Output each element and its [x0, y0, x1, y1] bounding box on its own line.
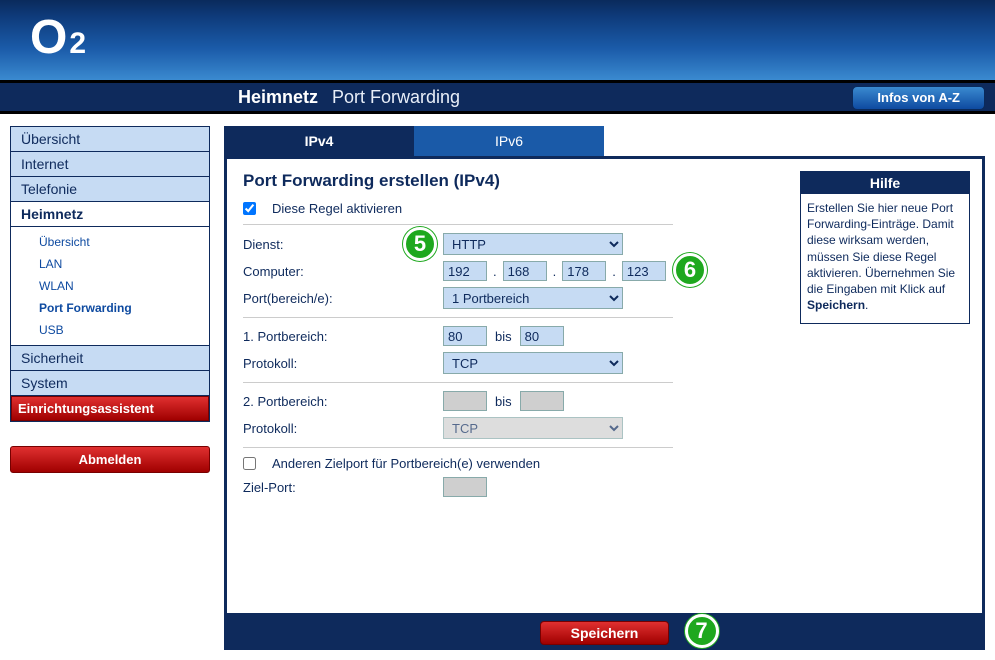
- separator: [243, 317, 673, 318]
- ip-octet-2[interactable]: [503, 261, 547, 281]
- range2-label: 2. Portbereich:: [243, 394, 443, 409]
- row-range2: 2. Portbereich: bis: [243, 391, 966, 411]
- form-panel: Port Forwarding erstellen (IPv4) Diese R…: [224, 156, 985, 616]
- bis-label-2: bis: [495, 394, 512, 409]
- subnav-uebersicht[interactable]: Übersicht: [39, 231, 209, 253]
- tab-ipv4[interactable]: IPv4: [224, 126, 414, 156]
- activate-checkbox[interactable]: [243, 202, 256, 215]
- help-text-after: .: [865, 298, 868, 312]
- section-title: Heimnetz: [238, 87, 318, 108]
- help-title: Hilfe: [801, 172, 969, 194]
- subnav-usb[interactable]: USB: [39, 319, 209, 341]
- proto2-label: Protokoll:: [243, 421, 443, 436]
- header: O2: [0, 0, 995, 80]
- sidebar-item-telefonie[interactable]: Telefonie: [11, 177, 209, 202]
- layout: Übersicht Internet Telefonie Heimnetz Üb…: [0, 114, 995, 660]
- nav-sub: Übersicht LAN WLAN Port Forwarding USB: [11, 227, 209, 346]
- row-targetport: Ziel-Port:: [243, 477, 966, 497]
- targetport-label: Ziel-Port:: [243, 480, 443, 495]
- callout-badge-7: 7: [685, 614, 719, 648]
- row-altport: Anderen Zielport für Portbereich(e) verw…: [243, 456, 966, 471]
- separator: [243, 447, 673, 448]
- callout-badge-6: 6: [673, 253, 707, 287]
- main: IPv4 IPv6 Port Forwarding erstellen (IPv…: [224, 126, 985, 650]
- brand-o: O: [30, 10, 67, 65]
- ip-octet-4[interactable]: [622, 261, 666, 281]
- tabs: IPv4 IPv6: [224, 126, 985, 156]
- service-select[interactable]: HTTP: [443, 233, 623, 255]
- page-title: Port Forwarding: [332, 87, 460, 108]
- separator: [243, 382, 673, 383]
- logout-button[interactable]: Abmelden: [10, 446, 210, 473]
- separator: [243, 224, 673, 225]
- ip-dot: .: [612, 264, 616, 279]
- sidebar-item-heimnetz[interactable]: Heimnetz: [11, 202, 209, 227]
- help-bold: Speichern: [807, 298, 865, 312]
- range1-label: 1. Portbereich:: [243, 329, 443, 344]
- footer-bar: Speichern 7: [224, 616, 985, 650]
- subnav-port-forwarding[interactable]: Port Forwarding: [39, 297, 209, 319]
- callout-badge-5: 5: [403, 227, 437, 261]
- nav: Übersicht Internet Telefonie Heimnetz Üb…: [10, 126, 210, 422]
- computer-label: Computer:: [243, 264, 443, 279]
- brand-sub: 2: [69, 27, 86, 61]
- ip-dot: .: [553, 264, 557, 279]
- proto2-select: TCP: [443, 417, 623, 439]
- sidebar-item-sicherheit[interactable]: Sicherheit: [11, 346, 209, 371]
- altport-checkbox[interactable]: [243, 457, 256, 470]
- ip-octet-1[interactable]: [443, 261, 487, 281]
- setup-wizard-button[interactable]: Einrichtungsassistent: [11, 396, 209, 421]
- row-proto1: Protokoll: TCP: [243, 352, 966, 374]
- help-body: Erstellen Sie hier neue Port Forwarding-…: [801, 194, 969, 323]
- subnav-wlan[interactable]: WLAN: [39, 275, 209, 297]
- help-text-before: Erstellen Sie hier neue Port Forwarding-…: [807, 201, 955, 296]
- brand-logo: O2: [30, 10, 86, 65]
- altport-label: Anderen Zielport für Portbereich(e) verw…: [272, 456, 540, 471]
- tab-ipv6[interactable]: IPv6: [414, 126, 604, 156]
- row-proto2: Protokoll: TCP: [243, 417, 966, 439]
- portrange-label: Port(bereich/e):: [243, 291, 443, 306]
- bis-label: bis: [495, 329, 512, 344]
- range1-from[interactable]: [443, 326, 487, 346]
- help-box: Hilfe Erstellen Sie hier neue Port Forwa…: [800, 171, 970, 324]
- ip-dot: .: [493, 264, 497, 279]
- sidebar-item-internet[interactable]: Internet: [11, 152, 209, 177]
- save-button[interactable]: Speichern: [540, 621, 670, 645]
- subnav-lan[interactable]: LAN: [39, 253, 209, 275]
- range2-to: [520, 391, 564, 411]
- row-range1: 1. Portbereich: bis: [243, 326, 966, 346]
- range2-from: [443, 391, 487, 411]
- range1-to[interactable]: [520, 326, 564, 346]
- sidebar-item-uebersicht[interactable]: Übersicht: [11, 127, 209, 152]
- targetport-input: [443, 477, 487, 497]
- activate-label: Diese Regel aktivieren: [272, 201, 402, 216]
- info-a-z-button[interactable]: Infos von A-Z: [852, 86, 985, 110]
- proto1-select[interactable]: TCP: [443, 352, 623, 374]
- ip-octet-3[interactable]: [562, 261, 606, 281]
- proto1-label: Protokoll:: [243, 356, 443, 371]
- title-bar: Heimnetz Port Forwarding Infos von A-Z: [0, 80, 995, 114]
- sidebar: Übersicht Internet Telefonie Heimnetz Üb…: [10, 126, 210, 650]
- sidebar-item-system[interactable]: System: [11, 371, 209, 396]
- portrange-select[interactable]: 1 Portbereich: [443, 287, 623, 309]
